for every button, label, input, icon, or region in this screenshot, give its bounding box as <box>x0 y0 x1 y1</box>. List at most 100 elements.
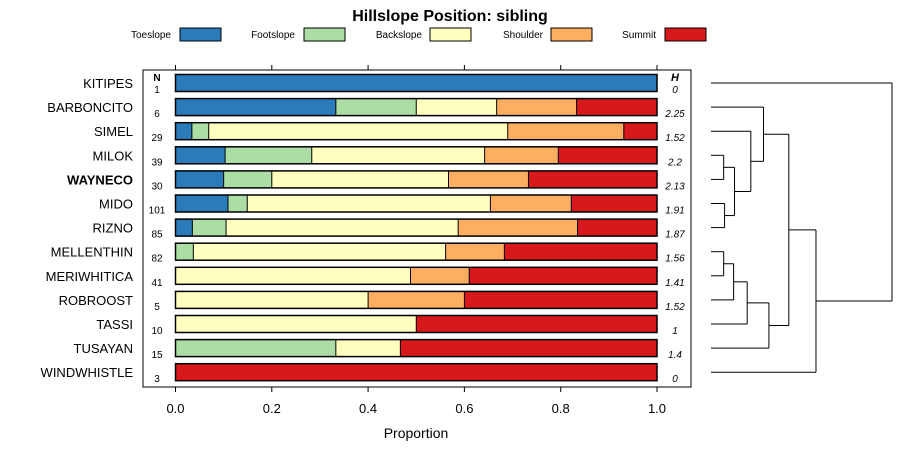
n-value-windwhistle: 3 <box>154 374 160 385</box>
bar-outline-tassi <box>174 314 658 334</box>
category-label-windwhistle: WINDWHISTLE <box>41 365 134 380</box>
bar-robroost-backslope <box>175 291 369 309</box>
h-value-windwhistle: 0 <box>672 374 678 385</box>
bar-mido-footslope <box>227 195 248 212</box>
bar-barboncito-footslope <box>335 98 417 116</box>
bar-milok-summit <box>558 146 657 164</box>
legend-label-summit: Summit <box>622 30 656 41</box>
bar-milok-footslope <box>225 146 312 164</box>
x-tick-label: 1.0 <box>648 401 666 416</box>
chart-title: Hillslope Position: sibling <box>352 8 548 25</box>
h-value-milok: 2.2 <box>667 157 682 168</box>
n-header: N <box>153 73 160 84</box>
h-header: H <box>671 72 680 84</box>
x-tick-label: 0.4 <box>359 401 377 416</box>
x-axis-label: Proportion <box>384 425 449 441</box>
h-value-rizno: 1.87 <box>665 230 685 241</box>
n-value-tusayan: 15 <box>151 350 163 361</box>
bar-milok-toeslope <box>175 146 226 164</box>
n-value-wayneco: 30 <box>151 181 163 192</box>
h-value-simel: 1.52 <box>665 133 685 144</box>
bar-tassi-summit <box>416 315 657 333</box>
bar-mellenthin-shoulder <box>445 243 505 261</box>
legend-label-toeslope: Toeslope <box>131 30 171 41</box>
bar-simel-shoulder <box>507 122 624 140</box>
bar-outline-windwhistle <box>174 362 658 382</box>
category-label-tassi: TASSI <box>96 317 133 332</box>
h-value-mido: 1.91 <box>665 206 684 217</box>
h-value-robroost: 1.52 <box>665 302 685 313</box>
bar-outline-robroost <box>174 290 658 310</box>
h-value-barboncito: 2.25 <box>664 109 685 120</box>
bar-wayneco-toeslope <box>175 170 224 188</box>
bar-barboncito-summit <box>576 98 657 116</box>
h-value-tassi: 1 <box>672 326 678 337</box>
x-tick-label: 0.2 <box>263 401 281 416</box>
bar-barboncito-toeslope <box>175 98 336 116</box>
bar-barboncito-backslope <box>416 98 497 116</box>
category-label-mido: MIDO <box>99 197 133 212</box>
h-value-tusayan: 1.4 <box>668 350 682 361</box>
bar-windwhistle-summit <box>175 363 657 381</box>
bar-milok-backslope <box>311 146 485 164</box>
bar-meriwhitica-backslope <box>175 267 411 285</box>
category-label-mellenthin: MELLENTHIN <box>51 245 133 260</box>
bar-tusayan-summit <box>400 339 657 357</box>
bar-mellenthin-summit <box>504 243 657 261</box>
bar-mido-shoulder <box>490 195 572 212</box>
bar-meriwhitica-summit <box>469 267 657 285</box>
bar-outline-meriwhitica <box>174 266 658 286</box>
legend: Toeslope Footslope Backslope Shoulder Summit <box>131 27 707 42</box>
bar-outline-tusayan <box>174 338 658 358</box>
h-value-wayneco: 2.13 <box>664 181 685 192</box>
bar-rizno-shoulder <box>458 219 578 237</box>
h-value-mellenthin: 1.56 <box>665 254 685 265</box>
h-value-meriwhitica: 1.41 <box>665 278 684 289</box>
bar-mido-backslope <box>247 195 491 212</box>
bar-simel-summit <box>623 122 657 140</box>
plot-frame <box>142 69 692 388</box>
category-label-robroost: ROBROOST <box>59 293 133 308</box>
bar-outline-kitipes <box>174 73 658 93</box>
bar-wayneco-shoulder <box>448 170 529 188</box>
x-tick-label: 0.6 <box>455 401 473 416</box>
bar-tusayan-backslope <box>335 339 401 357</box>
bar-mido-toeslope <box>175 195 228 212</box>
bar-tusayan-footslope <box>175 339 336 357</box>
legend-swatch-backslope <box>429 27 472 42</box>
bar-outline-mido <box>174 194 658 213</box>
bar-simel-footslope <box>191 122 209 140</box>
n-value-simel: 29 <box>151 133 163 144</box>
legend-swatch-footslope <box>303 27 346 42</box>
n-value-rizno: 85 <box>151 230 163 241</box>
bar-mellenthin-backslope <box>193 243 446 261</box>
x-tick-label: 0.0 <box>166 401 184 416</box>
bar-mellenthin-footslope <box>175 243 194 261</box>
bar-outline-barboncito <box>174 97 658 117</box>
bar-wayneco-footslope <box>223 170 272 188</box>
bar-mido-summit <box>571 195 657 212</box>
bar-simel-toeslope <box>175 122 192 140</box>
bar-rizno-backslope <box>226 219 459 237</box>
category-label-rizno: RIZNO <box>93 221 133 236</box>
bar-outline-wayneco <box>174 170 658 189</box>
bar-rizno-toeslope <box>175 219 193 237</box>
n-value-meriwhitica: 41 <box>151 278 163 289</box>
h-value-kitipes: 0 <box>672 85 678 96</box>
bar-tassi-backslope <box>175 315 417 333</box>
bar-robroost-summit <box>464 291 657 309</box>
n-value-tassi: 10 <box>151 326 163 337</box>
bar-outline-simel <box>174 121 658 141</box>
bar-milok-shoulder <box>484 146 559 164</box>
bar-outline-milok <box>174 146 658 165</box>
n-value-milok: 39 <box>151 157 163 168</box>
bar-rizno-footslope <box>192 219 227 237</box>
n-value-robroost: 5 <box>154 302 160 313</box>
bar-wayneco-backslope <box>271 170 449 188</box>
bar-rizno-summit <box>577 219 657 237</box>
category-label-wayneco: WAYNECO <box>67 172 133 187</box>
legend-label-backslope: Backslope <box>376 30 423 41</box>
